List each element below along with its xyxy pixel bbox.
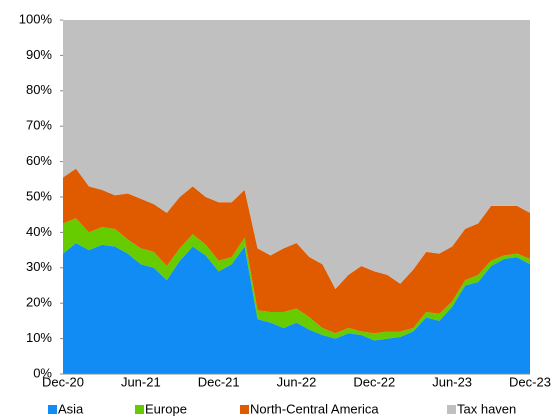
y-tick-label: 30%: [26, 259, 52, 274]
legend-swatch: [48, 405, 57, 414]
y-tick-label: 80%: [26, 82, 52, 97]
y-tick-label: 60%: [26, 153, 52, 168]
y-tick-label: 20%: [26, 295, 52, 310]
x-tick-label: Dec-22: [353, 374, 395, 389]
legend-label: North-Central America: [250, 401, 379, 416]
legend-label: Tax haven: [457, 401, 516, 416]
x-tick-label: Dec-20: [42, 374, 84, 389]
area: [63, 168, 530, 334]
x-tick-label: Dec-21: [198, 374, 240, 389]
y-tick-label: 50%: [26, 188, 52, 203]
y-tick-label: 10%: [26, 330, 52, 345]
x-tick-label: Jun-23: [432, 374, 472, 389]
legend-swatch: [447, 405, 456, 414]
y-tick-label: 70%: [26, 118, 52, 133]
area: [63, 20, 530, 290]
x-tick-label: Dec-23: [509, 374, 551, 389]
legend-swatch: [240, 405, 249, 414]
x-tick-label: Jun-21: [121, 374, 161, 389]
y-tick-label: 0%: [33, 365, 52, 380]
legend-label: Europe: [145, 401, 187, 416]
area: [63, 218, 530, 341]
area: [63, 243, 530, 374]
y-tick-label: 40%: [26, 224, 52, 239]
legend-swatch: [135, 405, 144, 414]
y-tick-label: 90%: [26, 47, 52, 62]
y-tick-label: 100%: [19, 11, 53, 26]
legend-label: Asia: [58, 401, 84, 416]
x-tick-label: Jun-22: [277, 374, 317, 389]
